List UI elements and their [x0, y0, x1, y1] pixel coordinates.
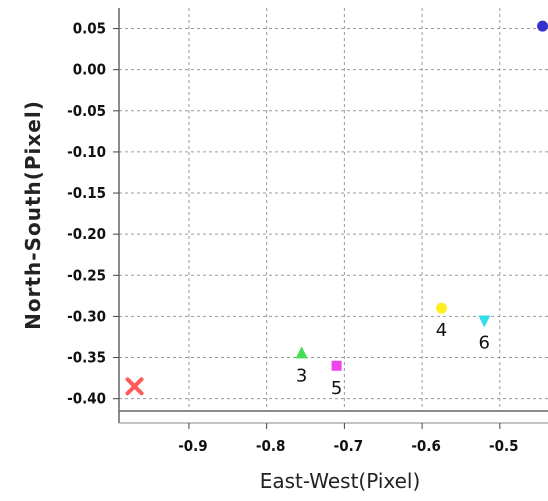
- y-tick-label: -0.25: [67, 266, 106, 284]
- x-tick-label: -0.6: [411, 437, 441, 455]
- x-axis-title: East-West(Pixel): [260, 469, 421, 493]
- grid-lines: [119, 8, 548, 411]
- marker-stroke: [125, 377, 144, 396]
- data-points: 3 5 4 6: [125, 20, 548, 399]
- data-point: [478, 315, 491, 328]
- y-tick-label: -0.10: [67, 143, 106, 161]
- y-tick-label: 0.00: [73, 61, 106, 79]
- point-label: 4: [436, 320, 447, 341]
- x-tick-label: -0.7: [334, 437, 364, 455]
- x-tick-label: -0.9: [178, 437, 208, 455]
- y-tick-label: -0.35: [67, 349, 106, 367]
- y-tick-label: -0.20: [67, 225, 106, 243]
- data-point: [331, 360, 342, 371]
- data-point: [436, 302, 448, 314]
- y-tick-label: -0.40: [67, 390, 106, 408]
- point-label: 3: [296, 365, 307, 386]
- x-axis-ticks: -0.9 -0.8 -0.7 -0.6 -0.5: [178, 423, 519, 455]
- data-point: [125, 377, 144, 396]
- y-tick-label: -0.05: [67, 102, 106, 120]
- y-tick-label: 0.05: [73, 20, 106, 38]
- point-label: 6: [479, 333, 490, 354]
- y-axis-ticks: 0.05 0.00 -0.05 -0.10 -0.15 -0.20 -0.25 -0.30 -0…: [67, 20, 119, 408]
- data-point: [537, 20, 548, 32]
- y-tick-label: -0.15: [67, 184, 106, 202]
- x-tick-label: -0.8: [256, 437, 286, 455]
- y-axis-title: North-South(Pixel): [21, 100, 45, 330]
- data-point: [295, 346, 308, 359]
- point-label: 5: [331, 378, 342, 399]
- plot-frame: [118, 8, 548, 424]
- y-tick-label: -0.30: [67, 307, 106, 325]
- x-tick-label: -0.5: [489, 437, 519, 455]
